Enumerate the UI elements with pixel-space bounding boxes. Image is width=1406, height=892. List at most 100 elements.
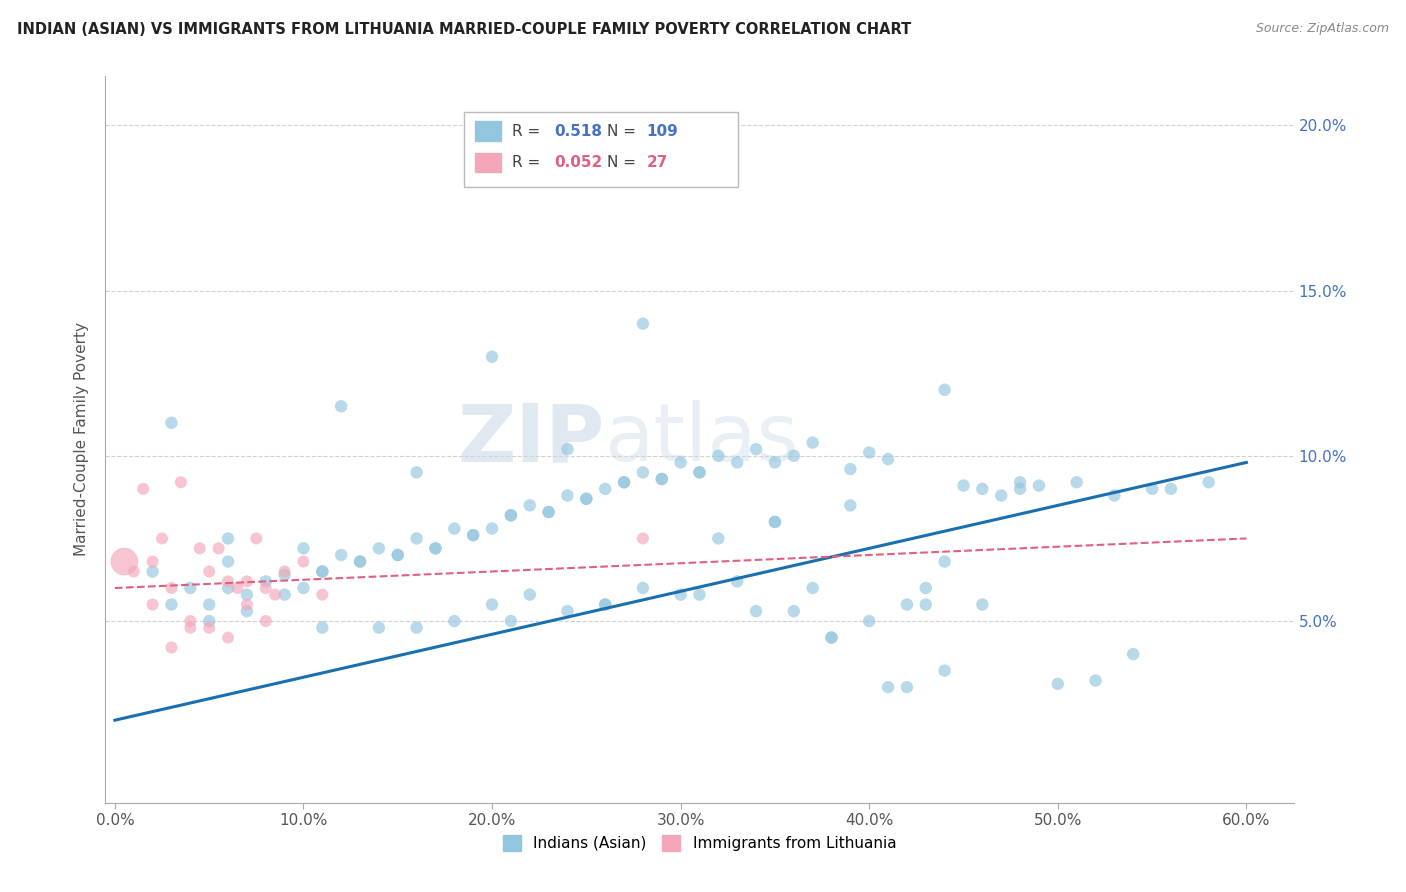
Point — [254, 581, 277, 595]
Point — [669, 455, 692, 469]
Point — [481, 522, 503, 536]
Point — [311, 565, 333, 579]
Point — [142, 565, 165, 579]
Point — [1140, 482, 1163, 496]
Text: 0.052: 0.052 — [554, 155, 602, 169]
Point — [179, 581, 201, 595]
Point — [349, 555, 371, 569]
Point — [1028, 478, 1050, 492]
Point — [651, 472, 673, 486]
Point — [914, 598, 936, 612]
Point — [593, 482, 616, 496]
Y-axis label: Married-Couple Family Poverty: Married-Couple Family Poverty — [75, 322, 90, 557]
Point — [783, 449, 806, 463]
Point — [877, 680, 900, 694]
Point — [198, 598, 221, 612]
Point — [207, 541, 229, 556]
Point — [264, 588, 287, 602]
Point — [463, 528, 485, 542]
Point — [236, 604, 259, 618]
Point — [1104, 488, 1126, 502]
Point — [405, 621, 427, 635]
Point — [990, 488, 1012, 502]
Point — [273, 567, 295, 582]
Point — [820, 631, 842, 645]
Point — [217, 532, 239, 546]
Legend: Indians (Asian), Immigrants from Lithuania: Indians (Asian), Immigrants from Lithuan… — [496, 829, 903, 857]
Point — [198, 614, 221, 628]
Point — [952, 478, 974, 492]
Point — [972, 482, 994, 496]
Point — [311, 621, 333, 635]
Point — [188, 541, 211, 556]
Point — [142, 598, 165, 612]
Point — [1066, 475, 1088, 490]
Point — [132, 482, 155, 496]
Point — [858, 614, 880, 628]
Point — [330, 548, 353, 562]
Point — [179, 614, 201, 628]
Point — [499, 508, 522, 523]
Point — [557, 604, 579, 618]
Point — [631, 466, 654, 480]
Point — [839, 462, 862, 476]
Point — [387, 548, 409, 562]
Point — [651, 472, 673, 486]
Point — [311, 565, 333, 579]
Text: N =: N = — [607, 124, 641, 138]
Point — [236, 574, 259, 589]
Point — [254, 614, 277, 628]
Point — [783, 604, 806, 618]
Point — [481, 598, 503, 612]
Point — [1160, 482, 1182, 496]
Point — [245, 532, 267, 546]
Point — [688, 466, 710, 480]
Point — [519, 499, 541, 513]
Point — [273, 565, 295, 579]
Point — [160, 598, 183, 612]
Point — [688, 466, 710, 480]
Point — [236, 598, 259, 612]
Point — [631, 581, 654, 595]
Point — [575, 491, 598, 506]
Point — [367, 621, 389, 635]
Point — [839, 499, 862, 513]
Text: INDIAN (ASIAN) VS IMMIGRANTS FROM LITHUANIA MARRIED-COUPLE FAMILY POVERTY CORREL: INDIAN (ASIAN) VS IMMIGRANTS FROM LITHUA… — [17, 22, 911, 37]
Point — [1046, 677, 1069, 691]
Point — [142, 555, 165, 569]
Point — [217, 574, 239, 589]
Text: 27: 27 — [647, 155, 668, 169]
Point — [150, 532, 173, 546]
Point — [557, 442, 579, 457]
Point — [425, 541, 447, 556]
Point — [613, 475, 636, 490]
Point — [367, 541, 389, 556]
Point — [170, 475, 193, 490]
Text: 109: 109 — [647, 124, 679, 138]
Point — [745, 442, 768, 457]
Text: ZIP: ZIP — [457, 401, 605, 478]
Point — [763, 515, 786, 529]
Point — [443, 614, 465, 628]
Point — [688, 588, 710, 602]
Point — [330, 399, 353, 413]
Point — [254, 574, 277, 589]
Point — [801, 435, 824, 450]
Point — [593, 598, 616, 612]
Text: R =: R = — [512, 155, 546, 169]
Point — [198, 621, 221, 635]
Point — [669, 588, 692, 602]
Point — [1122, 647, 1144, 661]
Point — [934, 664, 956, 678]
Point — [463, 528, 485, 542]
Point — [820, 631, 842, 645]
Point — [537, 505, 560, 519]
Text: 0.518: 0.518 — [554, 124, 602, 138]
Point — [160, 416, 183, 430]
Point — [499, 614, 522, 628]
Point — [226, 581, 249, 595]
Point — [593, 598, 616, 612]
Point — [707, 532, 730, 546]
Point — [122, 565, 145, 579]
Point — [934, 555, 956, 569]
